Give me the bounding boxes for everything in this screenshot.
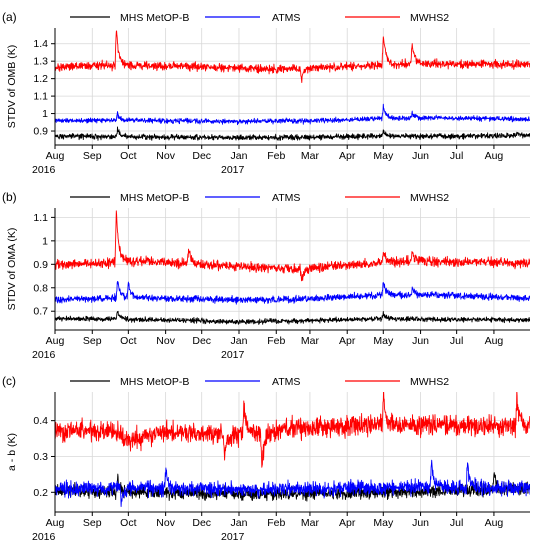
x-tick-label: Jul xyxy=(450,150,463,162)
series-group xyxy=(55,210,530,325)
panel-label: (c) xyxy=(2,374,16,388)
x-tick-label: Oct xyxy=(120,335,136,347)
x-tick-label: Feb xyxy=(267,517,285,529)
y-axis-label: a - b (K) xyxy=(6,433,18,471)
series-group xyxy=(55,30,530,141)
x-tick-label: Aug xyxy=(46,150,65,162)
chart-panel-a: 0.9 1 1.1 1.2 1.3 1.4 Aug Sep Oct Nov Dec Jan Feb Mar… xyxy=(2,10,530,176)
x-tick-label: Sep xyxy=(83,335,102,347)
legend: MHS MetOP-B ATMS MWHS2 xyxy=(70,192,449,204)
x-tick-label: Sep xyxy=(83,517,102,529)
series-group xyxy=(55,392,530,507)
legend-label: MWHS2 xyxy=(410,376,449,388)
x-tick-label: Nov xyxy=(156,517,175,529)
y-axis-label: STDV of OMA (K) xyxy=(6,228,18,311)
series-line-mwhs2 xyxy=(55,30,530,84)
x-tick-label: Apr xyxy=(339,517,356,529)
series-line-mhs-metop-b xyxy=(55,126,530,141)
y-tick-label: 1.1 xyxy=(33,91,48,103)
x-tick-label: Jul xyxy=(450,517,463,529)
series-line-mhs-metop-b xyxy=(55,310,530,325)
y-tick-label: 1 xyxy=(42,235,48,247)
year-label: 2017 xyxy=(221,349,245,361)
x-tick-label: Dec xyxy=(192,335,211,347)
series-line-atms xyxy=(55,459,530,507)
x-tick-label: Dec xyxy=(192,150,211,162)
legend-label: ATMS xyxy=(272,12,300,24)
x-tick-label: Mar xyxy=(301,150,320,162)
x-tick-label: Mar xyxy=(301,517,320,529)
x-tick-label: Sep xyxy=(83,150,102,162)
x-tick-label: Jul xyxy=(450,335,463,347)
legend-label: MWHS2 xyxy=(410,192,449,204)
chart-panel-c: 0.2 0.3 0.4 Aug Sep Oct Nov Dec Jan Feb Mar Apr May J… xyxy=(2,374,530,543)
legend-label: MWHS2 xyxy=(410,12,449,24)
y-tick-label: 1.4 xyxy=(33,38,48,50)
y-axis-label: STDV of OMB (K) xyxy=(6,45,18,128)
x-tick-label: Aug xyxy=(485,517,504,529)
year-label: 2017 xyxy=(221,164,245,176)
year-label: 2016 xyxy=(32,531,56,543)
legend-label: ATMS xyxy=(272,376,300,388)
y-tick-label: 0.3 xyxy=(33,451,48,463)
x-tick-label: May xyxy=(373,150,394,162)
panel-label: (a) xyxy=(2,10,17,24)
panel-label: (b) xyxy=(2,190,17,204)
y-tick-label: 0.9 xyxy=(33,259,48,271)
year-label: 2016 xyxy=(32,164,56,176)
x-tick-label: May xyxy=(373,517,394,529)
x-tick-label: Jan xyxy=(231,335,248,347)
x-tick-label: Oct xyxy=(120,517,136,529)
y-tick-label: 0.2 xyxy=(33,487,48,499)
y-tick-label: 1.3 xyxy=(33,56,48,68)
x-tick-label: Nov xyxy=(156,150,175,162)
legend-label: ATMS xyxy=(272,192,300,204)
x-tick-label: Feb xyxy=(267,335,285,347)
x-tick-label: Jun xyxy=(412,517,429,529)
legend-label: MHS MetOP-B xyxy=(120,12,189,24)
x-tick-label: Jan xyxy=(231,150,248,162)
x-tick-label: May xyxy=(373,335,394,347)
x-tick-label: Aug xyxy=(46,335,65,347)
x-tick-label: Aug xyxy=(46,517,65,529)
x-tick-label: Jun xyxy=(412,150,429,162)
y-tick-label: 1 xyxy=(42,108,48,120)
series-line-mwhs2 xyxy=(55,210,530,282)
x-tick-label: Aug xyxy=(485,150,504,162)
y-tick-label: 0.9 xyxy=(33,126,48,138)
x-tick-label: Jun xyxy=(412,335,429,347)
x-tick-label: Aug xyxy=(485,335,504,347)
y-tick-label: 1.1 xyxy=(33,212,48,224)
series-line-mwhs2 xyxy=(55,392,530,468)
y-tick-label: 1.2 xyxy=(33,73,48,85)
x-tick-label: Apr xyxy=(339,335,356,347)
year-label: 2016 xyxy=(32,349,56,361)
legend: MHS MetOP-B ATMS MWHS2 xyxy=(70,12,449,24)
x-tick-label: Mar xyxy=(301,335,320,347)
y-tick-label: 0.4 xyxy=(33,415,48,427)
chart-panel-b: 0.7 0.8 0.9 1 1.1 Aug Sep Oct Nov Dec Jan Feb Mar Apr… xyxy=(2,190,530,361)
x-tick-label: Oct xyxy=(120,150,136,162)
legend: MHS MetOP-B ATMS MWHS2 xyxy=(70,376,449,388)
legend-label: MHS MetOP-B xyxy=(120,192,189,204)
series-line-atms xyxy=(55,103,530,126)
y-tick-label: 0.7 xyxy=(33,306,48,318)
x-tick-label: Feb xyxy=(267,150,285,162)
x-tick-label: Nov xyxy=(156,335,175,347)
year-label: 2017 xyxy=(221,531,245,543)
x-tick-label: Apr xyxy=(339,150,356,162)
series-line-atms xyxy=(55,281,530,305)
x-tick-label: Jan xyxy=(231,517,248,529)
y-tick-label: 0.8 xyxy=(33,282,48,294)
legend-label: MHS MetOP-B xyxy=(120,376,189,388)
x-tick-label: Dec xyxy=(192,517,211,529)
